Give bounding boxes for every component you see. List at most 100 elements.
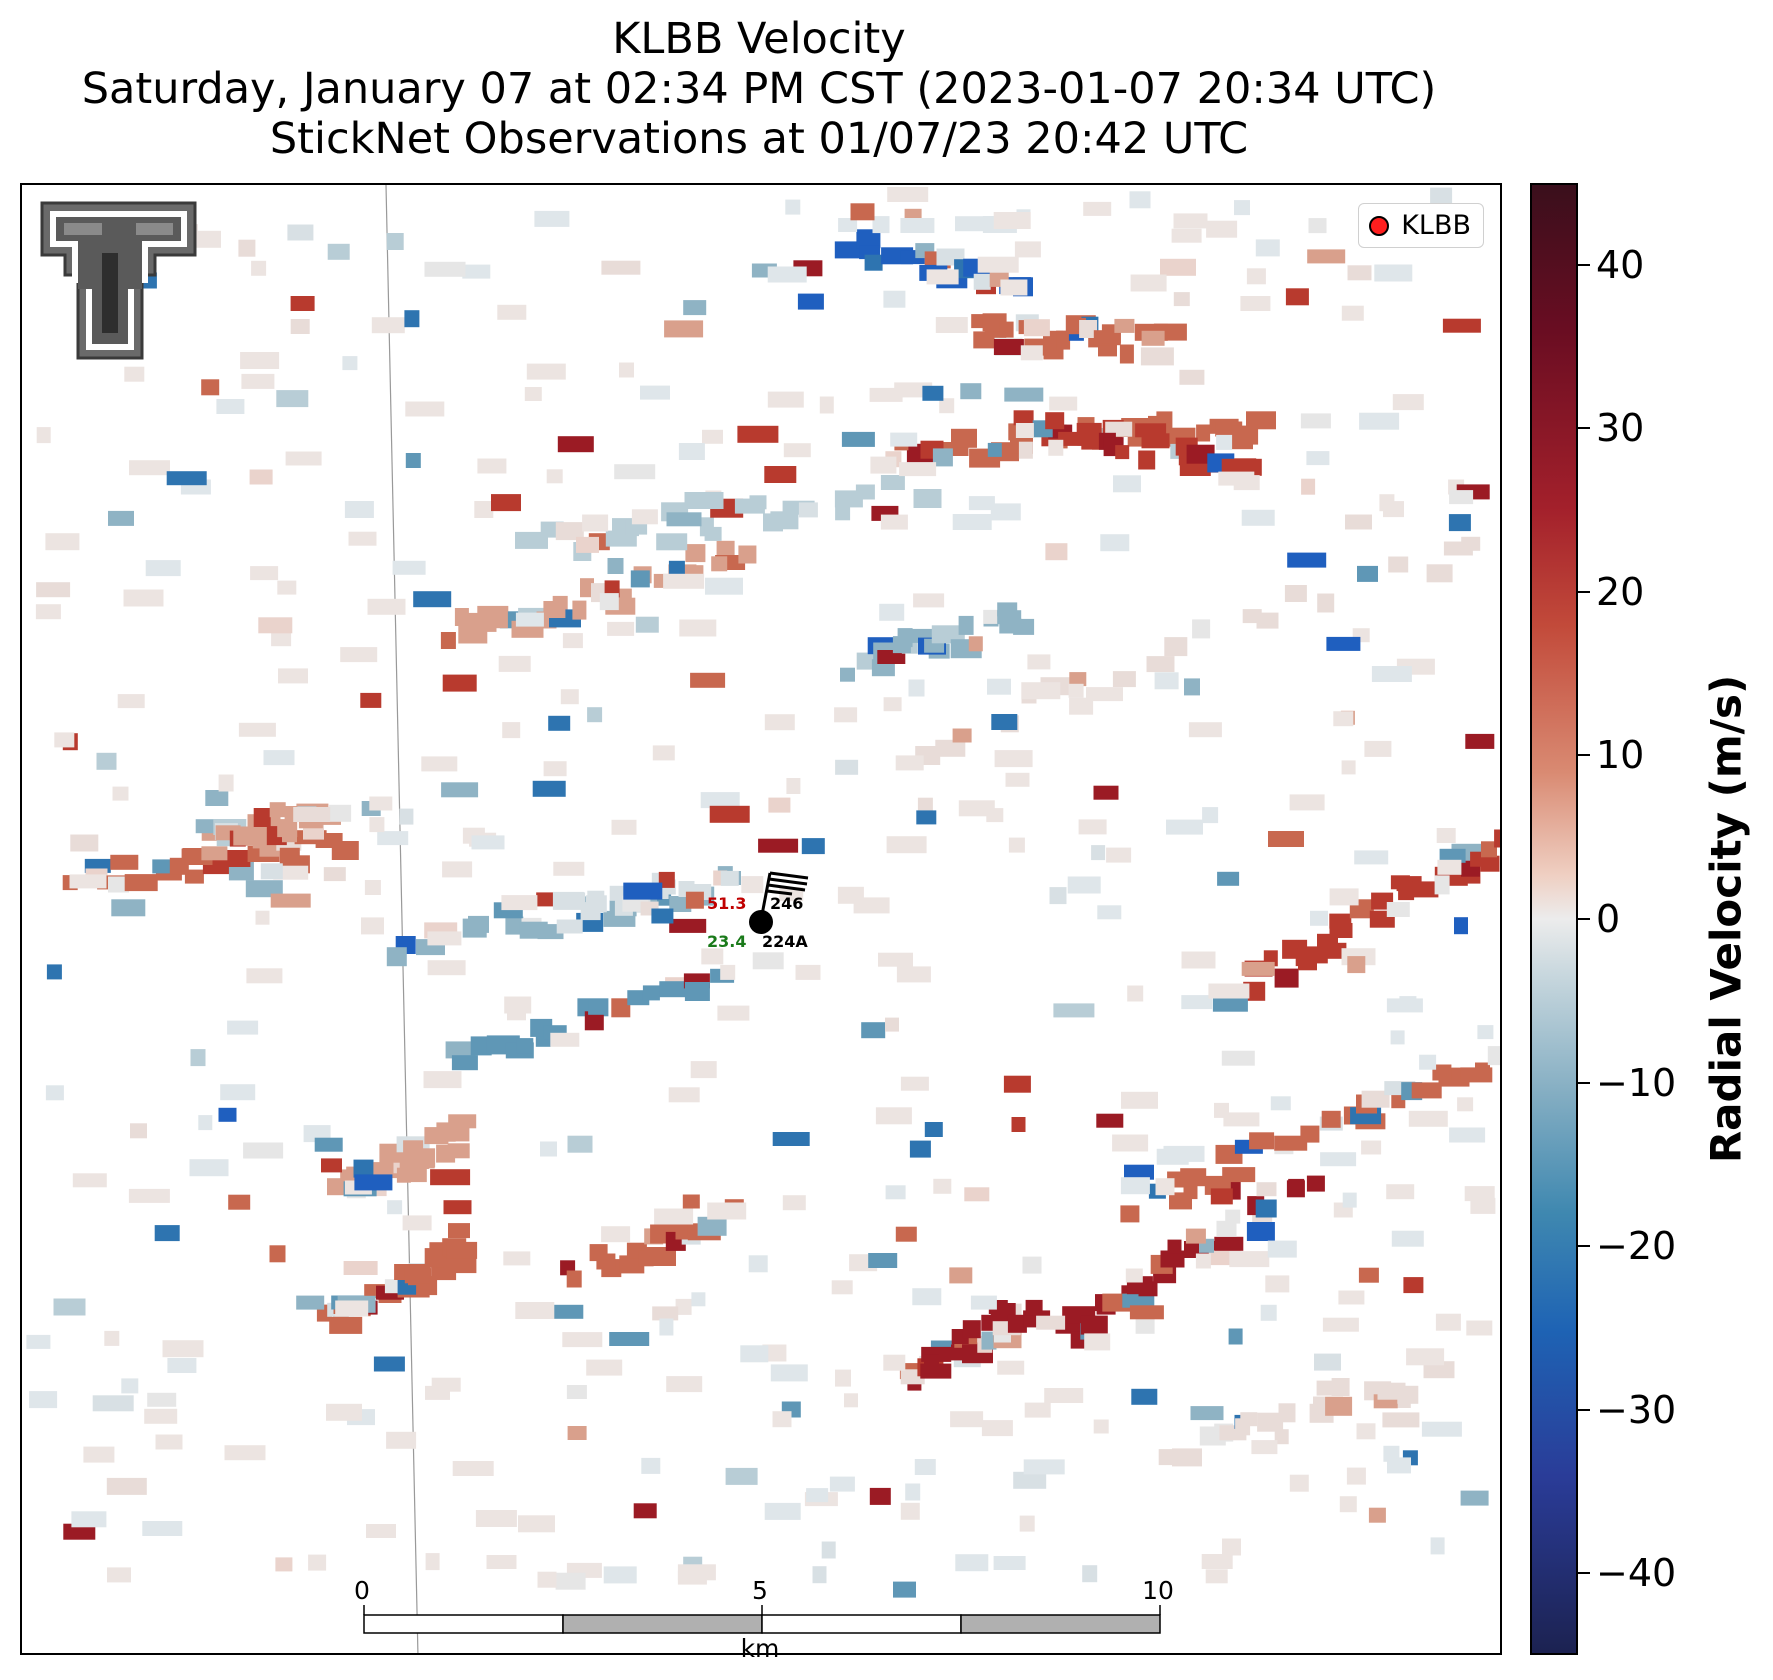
map-legend: KLBB bbox=[1358, 203, 1484, 248]
radar-gate bbox=[108, 876, 129, 893]
radar-gate bbox=[271, 630, 292, 647]
radar-gate bbox=[216, 399, 245, 414]
radar-gate bbox=[1158, 1449, 1185, 1466]
radar-gate bbox=[152, 859, 175, 874]
radar-gate bbox=[1171, 228, 1202, 243]
radar-gate bbox=[1477, 1025, 1494, 1040]
radar-gate bbox=[683, 300, 707, 316]
radar-gate bbox=[652, 1306, 679, 1321]
radar-gate bbox=[1322, 1317, 1359, 1332]
radar-gate bbox=[258, 617, 293, 634]
radar-gate bbox=[430, 1169, 471, 1186]
radar-gate bbox=[758, 838, 799, 853]
radar-gate bbox=[1338, 1290, 1365, 1305]
radar-gate bbox=[853, 897, 890, 914]
radar-gate bbox=[498, 655, 531, 672]
radar-gate bbox=[1022, 1256, 1042, 1274]
radar-gate bbox=[364, 880, 381, 895]
radar-gate bbox=[678, 443, 705, 460]
radar-gate bbox=[951, 428, 977, 448]
scale-segment-2 bbox=[562, 1614, 763, 1634]
texas-tech-double-t-logo bbox=[40, 201, 197, 360]
radar-gate bbox=[1257, 1412, 1284, 1432]
radar-gate bbox=[553, 861, 585, 876]
radar-gate bbox=[387, 1200, 403, 1215]
radar-gate bbox=[443, 1200, 472, 1215]
radar-gate bbox=[555, 522, 584, 541]
radar-gate bbox=[725, 1467, 758, 1485]
radar-gate bbox=[1141, 433, 1170, 449]
radar-gate bbox=[537, 1571, 557, 1588]
radar-gate bbox=[767, 266, 807, 283]
radar-gate bbox=[1083, 201, 1112, 216]
radar-gate bbox=[386, 233, 404, 250]
radar-gate bbox=[1241, 961, 1275, 976]
radar-gate bbox=[1300, 1125, 1320, 1143]
radar-gate bbox=[1192, 619, 1211, 639]
radar-gate bbox=[844, 1393, 858, 1408]
radar-gate bbox=[121, 1378, 139, 1394]
chart-title: KLBB Velocity bbox=[612, 14, 906, 64]
radar-gate bbox=[246, 968, 283, 984]
radar-gate bbox=[1494, 829, 1500, 848]
radar-gate bbox=[1347, 265, 1372, 281]
radar-gate bbox=[54, 732, 75, 748]
radar-gate bbox=[1019, 1515, 1035, 1532]
radar-gate bbox=[741, 876, 764, 894]
radar-gate bbox=[939, 398, 955, 414]
radar-gate bbox=[764, 466, 797, 483]
radar-gate bbox=[1120, 1177, 1150, 1195]
radar-gate bbox=[1098, 342, 1117, 357]
radar-gate bbox=[572, 600, 587, 620]
radar-gate bbox=[402, 1215, 432, 1231]
radar-gates bbox=[26, 187, 1500, 1598]
radar-gate bbox=[106, 1477, 147, 1495]
radar-gate bbox=[772, 1411, 792, 1428]
radar-gate bbox=[567, 1426, 587, 1440]
radar-gate bbox=[935, 317, 968, 333]
radar-gate bbox=[1246, 1222, 1275, 1241]
radar-gate bbox=[1210, 1188, 1233, 1205]
radar-gate bbox=[263, 750, 295, 766]
radar-gate bbox=[45, 533, 80, 551]
radar-gate bbox=[486, 1555, 517, 1569]
radar-gate bbox=[36, 427, 51, 444]
radar-gate bbox=[968, 496, 995, 511]
radar-gate bbox=[1240, 1412, 1258, 1427]
radar-gate bbox=[142, 1521, 183, 1536]
radar-gate bbox=[1246, 268, 1266, 285]
radar-gate bbox=[354, 1174, 393, 1191]
radar-gate bbox=[1251, 1440, 1278, 1455]
radar-gate bbox=[1231, 425, 1259, 445]
radar-gate bbox=[1464, 1186, 1495, 1202]
radar-gate bbox=[36, 582, 71, 598]
radar-gate bbox=[130, 1123, 147, 1139]
radar-gate bbox=[540, 1141, 557, 1157]
radar-gate bbox=[1096, 1113, 1124, 1128]
radar-gate bbox=[616, 588, 632, 606]
radar-gate bbox=[1131, 1388, 1158, 1405]
radar-gate bbox=[1190, 1406, 1224, 1421]
radar-gate bbox=[1240, 296, 1271, 311]
radar-gate bbox=[201, 379, 220, 396]
radar-gate bbox=[548, 715, 571, 731]
radar-gate bbox=[1206, 220, 1238, 238]
radar-gate bbox=[887, 187, 929, 202]
radar-gate bbox=[1216, 1220, 1237, 1237]
radar-gate bbox=[675, 1298, 692, 1315]
radar-map[interactable]: KLBB bbox=[20, 183, 1502, 1655]
radar-gate bbox=[883, 697, 902, 712]
radar-gate bbox=[1419, 1054, 1437, 1070]
radar-gate bbox=[1121, 1091, 1158, 1109]
radar-gate bbox=[1214, 1236, 1244, 1251]
radar-gate bbox=[249, 469, 273, 485]
radar-gate bbox=[1205, 1569, 1228, 1584]
radar-gate bbox=[556, 919, 583, 934]
radar-gate bbox=[1306, 451, 1330, 466]
radar-gate bbox=[71, 1511, 107, 1528]
radar-gate bbox=[806, 1488, 829, 1503]
radar-gate bbox=[749, 495, 767, 510]
radar-gate bbox=[1013, 410, 1034, 426]
radar-gate bbox=[515, 612, 544, 627]
radar-gate bbox=[240, 352, 280, 369]
